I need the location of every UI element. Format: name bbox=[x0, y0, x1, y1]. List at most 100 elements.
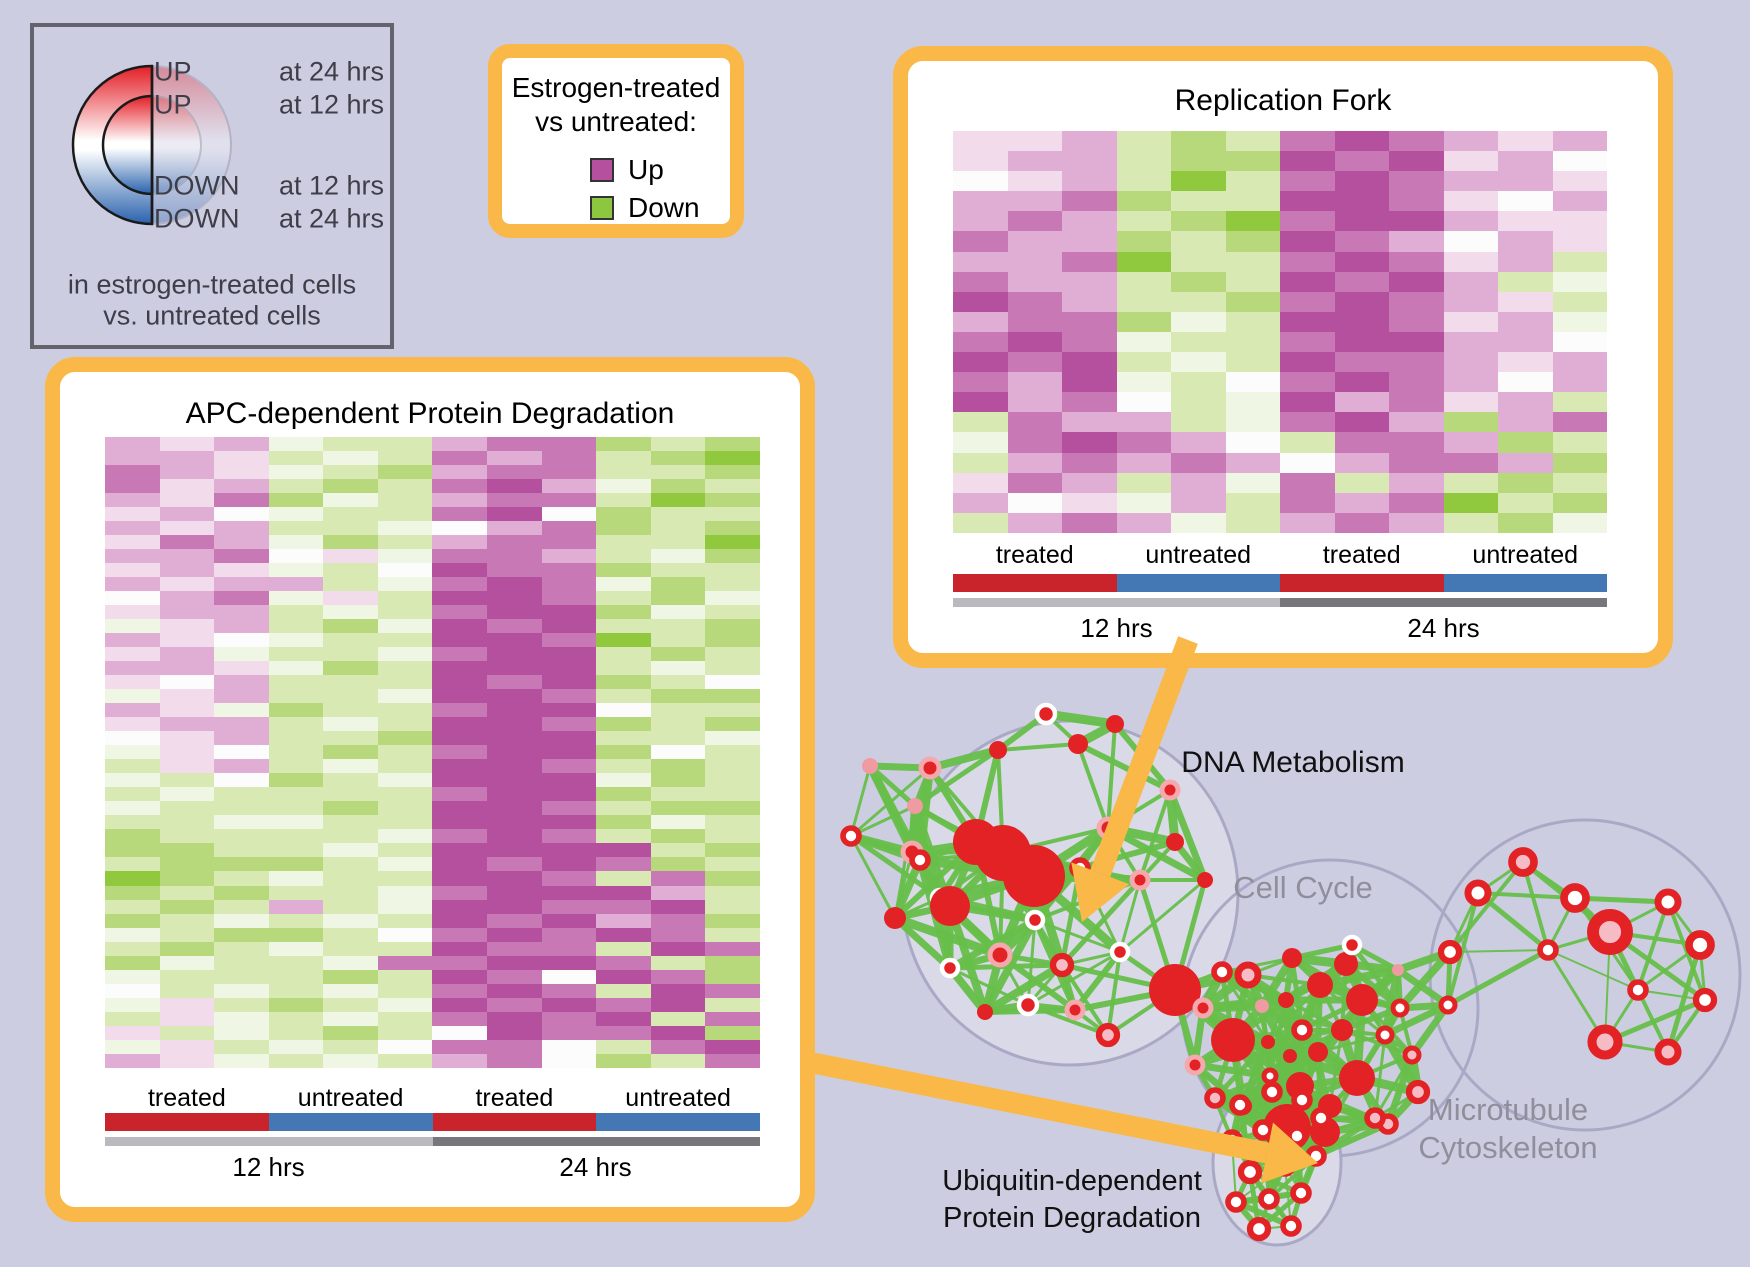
network-edge bbox=[1313, 1115, 1378, 1159]
treatment-group-label: untreated bbox=[1472, 541, 1579, 569]
apc-heatmap bbox=[105, 437, 760, 1068]
time-color-bar-segment bbox=[105, 1137, 433, 1146]
gene-node-rw bbox=[1252, 1119, 1274, 1141]
heatmap-row bbox=[953, 372, 1607, 393]
treatment-group-label: treated bbox=[1322, 541, 1401, 569]
legend-up-24-time: at 24 hrs bbox=[278, 56, 384, 87]
network-edge bbox=[1373, 1053, 1414, 1120]
gene-node-pr bbox=[1184, 1054, 1206, 1076]
gene-node-rw bbox=[1390, 998, 1410, 1018]
gene-node-s bbox=[1003, 845, 1065, 907]
gene-node-p bbox=[1255, 999, 1269, 1013]
panel-to-cluster-arrowhead bbox=[1071, 862, 1130, 922]
time-color-bar-segment bbox=[953, 598, 1280, 607]
network-edge bbox=[1475, 890, 1551, 953]
gene-node-s bbox=[1308, 1042, 1328, 1062]
gene-node-rw bbox=[1246, 1216, 1272, 1242]
gene-node-rw bbox=[1280, 1215, 1302, 1237]
heatmap-row bbox=[105, 997, 760, 1012]
network-edge bbox=[1075, 741, 1173, 793]
heatmap-row bbox=[105, 451, 760, 466]
network-edge bbox=[849, 764, 872, 838]
gene-node-s bbox=[989, 741, 1007, 759]
gene-node-pr bbox=[1192, 997, 1214, 1019]
heatmap-row bbox=[953, 512, 1607, 533]
heatmap-row bbox=[105, 591, 760, 606]
network-edge bbox=[1059, 877, 1143, 968]
replication-fork-panel: Replication Fork treated untreated treated… bbox=[893, 46, 1673, 668]
gene-node-s bbox=[930, 886, 970, 926]
gene-node-pr bbox=[918, 756, 942, 780]
down-color-swatch bbox=[590, 196, 614, 220]
heatmap-row bbox=[105, 661, 760, 676]
heatmap-row bbox=[953, 231, 1607, 252]
heatmap-row bbox=[105, 843, 760, 858]
updown-color-legend-box: Estrogen-treated vs untreated: Up Down bbox=[488, 44, 744, 238]
treatment-group-label: untreated bbox=[297, 1084, 404, 1112]
heatmap-row bbox=[953, 492, 1607, 513]
updown-gradient-circles-icon bbox=[71, 64, 232, 226]
network-edge bbox=[1396, 948, 1454, 1012]
apc-group-labels: treated untreated treated untreated bbox=[105, 1084, 760, 1113]
legend-caption-line1: in estrogen-treated cells bbox=[67, 269, 357, 300]
network-edge bbox=[1118, 878, 1142, 954]
network-edge bbox=[1636, 900, 1670, 992]
network-edge bbox=[1373, 1033, 1387, 1120]
heatmap-row bbox=[953, 151, 1607, 172]
repfork-12hrs-label: 12 hrs bbox=[1080, 613, 1153, 643]
panel-to-cluster-arrowhead bbox=[1260, 1122, 1318, 1184]
gene-node-rw bbox=[1258, 1188, 1280, 1210]
panel-to-cluster-arrow-shaft bbox=[1090, 636, 1198, 878]
heatmap-row bbox=[953, 271, 1607, 292]
gene-node-rw bbox=[909, 849, 931, 871]
time-color-bar-segment bbox=[432, 1137, 760, 1146]
treatment-color-bar-segment bbox=[432, 1113, 597, 1131]
network-edge bbox=[1106, 722, 1117, 830]
cluster-label: Microtubule bbox=[1428, 1092, 1588, 1127]
treatment-color-bar-segment bbox=[1443, 574, 1607, 592]
heatmap-row bbox=[105, 549, 760, 564]
network-edge bbox=[1408, 1001, 1452, 1059]
heatmap-row bbox=[105, 1025, 760, 1040]
heatmap-row bbox=[105, 689, 760, 704]
cluster-label: Cytoskeleton bbox=[1418, 1130, 1597, 1165]
gene-node-s bbox=[1283, 1049, 1297, 1063]
updown-legend-title-line2: vs untreated: bbox=[535, 106, 697, 137]
heatmap-row bbox=[105, 927, 760, 942]
heatmap-row bbox=[105, 703, 760, 718]
treatment-group-label: treated bbox=[995, 541, 1074, 569]
apc-treatment-bar bbox=[105, 1113, 760, 1131]
apc-heatmap-panel: APC-dependent Protein Degradation treate… bbox=[45, 357, 815, 1222]
heatmap-row bbox=[953, 352, 1607, 373]
network-edge bbox=[1448, 860, 1525, 954]
heatmap-row bbox=[105, 493, 760, 508]
gene-node-rw bbox=[1291, 1019, 1313, 1041]
gene-node-rw bbox=[1310, 1107, 1332, 1129]
gene-node-rw bbox=[1685, 930, 1715, 960]
network-edge bbox=[912, 747, 1001, 809]
gene-node-rp bbox=[1049, 952, 1075, 978]
gene-node-rw bbox=[1654, 888, 1682, 916]
network-edge bbox=[849, 804, 917, 838]
network-edge bbox=[926, 746, 1002, 772]
treatment-color-bar-segment bbox=[596, 1113, 760, 1131]
heatmap-row bbox=[953, 291, 1607, 312]
gene-node-rp bbox=[1405, 1079, 1431, 1105]
network-edge bbox=[1328, 1028, 1344, 1108]
heatmap-row bbox=[105, 619, 760, 634]
down-label: Down bbox=[628, 192, 700, 223]
heatmap-row bbox=[105, 563, 760, 578]
heatmap-row bbox=[105, 857, 760, 872]
gradient-legend-box: UP at 24 hrs UP at 12 hrs DOWN at 12 hrs… bbox=[30, 23, 394, 349]
network-edge bbox=[1026, 950, 1122, 1007]
network-edge bbox=[1191, 1061, 1274, 1080]
heatmap-row bbox=[105, 983, 760, 998]
heatmap-row bbox=[105, 913, 760, 928]
network-edge bbox=[1476, 891, 1577, 900]
heatmap-row bbox=[105, 745, 760, 760]
heatmap-row bbox=[105, 941, 760, 956]
gene-node-rp bbox=[1508, 847, 1538, 877]
gene-node-s bbox=[1334, 952, 1358, 976]
network-edge bbox=[1349, 942, 1403, 1011]
heatmap-row bbox=[953, 432, 1607, 453]
